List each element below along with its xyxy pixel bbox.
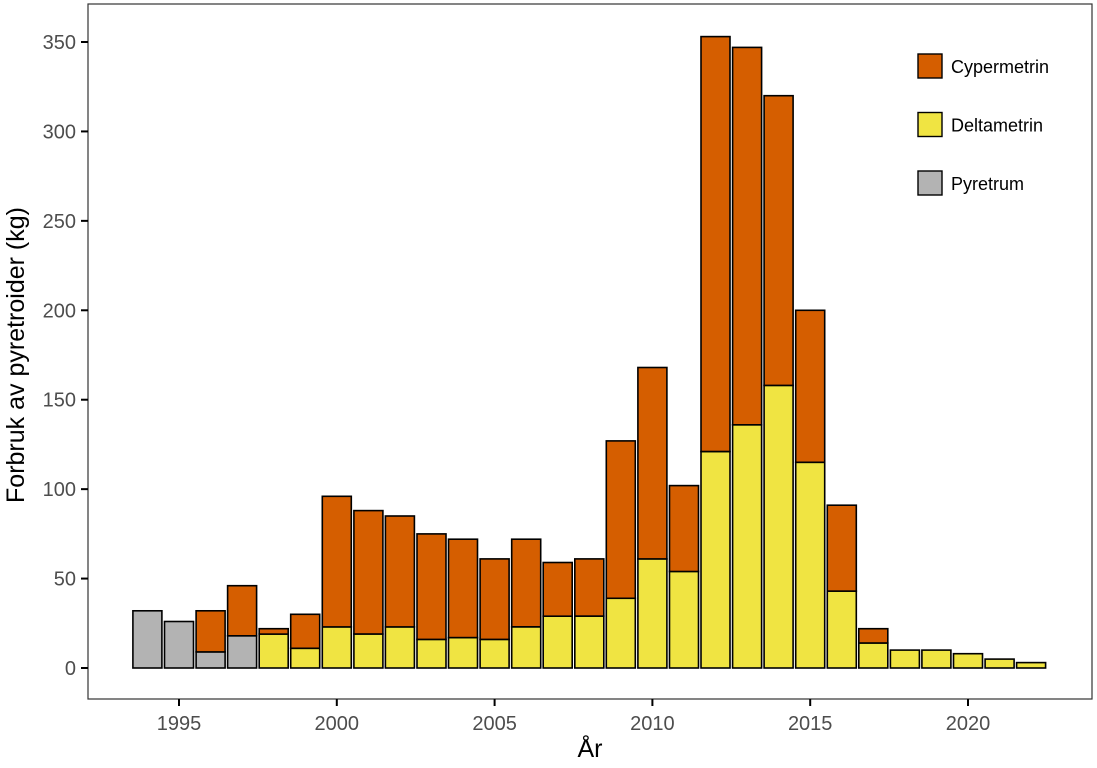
y-tick-label: 150 <box>43 390 76 412</box>
bar-segment-cypermetrin-2011 <box>668 484 700 573</box>
bar-segment-cypermetrin-2008 <box>573 558 605 617</box>
y-tick-label: 250 <box>43 211 76 233</box>
bar-segment-cypermetrin-2010 <box>637 366 668 560</box>
y-tick-label: 300 <box>43 121 76 143</box>
bar-segment-deltametrin-2012 <box>700 450 731 669</box>
bar-segment-deltametrin-2018 <box>889 649 921 669</box>
bar-segment-cypermetrin-2014 <box>763 94 794 387</box>
bar-segment-deltametrin-2002 <box>384 626 416 669</box>
bar-segment-deltametrin-2009 <box>605 597 637 669</box>
bar-segment-deltametrin-2007 <box>542 615 574 669</box>
bar-segment-pyretrum-1996 <box>195 651 226 669</box>
y-tick-label: 100 <box>43 479 76 501</box>
bar-segment-cypermetrin-1998 <box>258 627 290 635</box>
bar-segment-deltametrin-2001 <box>353 633 384 669</box>
bar-segment-deltametrin-1999 <box>289 647 321 669</box>
bar-segment-deltametrin-2000 <box>321 626 353 669</box>
bar-segment-cypermetrin-2001 <box>353 509 384 635</box>
bar-segment-cypermetrin-2003 <box>416 533 447 641</box>
bar-segment-cypermetrin-2000 <box>321 495 353 628</box>
bar-segment-deltametrin-2011 <box>668 570 700 669</box>
bar-segment-deltametrin-2017 <box>857 642 889 669</box>
bar-segment-deltametrin-2022 <box>1015 661 1047 669</box>
bar-segment-cypermetrin-2004 <box>447 538 479 639</box>
bar-segment-cypermetrin-2006 <box>510 538 542 628</box>
bar-segment-deltametrin-2021 <box>984 658 1015 669</box>
legend-swatch-deltametrin <box>917 111 943 138</box>
bar-segment-cypermetrin-2002 <box>384 515 416 628</box>
x-tick-label: 2010 <box>630 713 675 735</box>
bar-segment-cypermetrin-2005 <box>479 558 510 641</box>
bar-segment-deltametrin-2015 <box>794 461 826 669</box>
x-tick-label: 2015 <box>788 713 833 735</box>
x-axis: 1995 2000 2005 2010 2015 2020 <box>157 699 991 735</box>
bar-segment-cypermetrin-2007 <box>542 561 574 618</box>
y-tick-label: 350 <box>43 32 76 54</box>
bar-segment-cypermetrin-2012 <box>700 35 731 453</box>
bar-segment-pyretrum-1995 <box>163 620 195 669</box>
bar-segment-deltametrin-2008 <box>573 615 605 669</box>
x-tick-label: 1995 <box>157 713 202 735</box>
bar-segment-deltametrin-2003 <box>416 638 447 669</box>
bar-segment-deltametrin-2014 <box>763 384 794 669</box>
x-tick-label: 2000 <box>315 713 360 735</box>
bar-segment-deltametrin-2013 <box>731 423 763 669</box>
x-tick-label: 2020 <box>946 713 991 735</box>
bar-segment-cypermetrin-1996 <box>195 609 226 653</box>
bar-segment-pyretrum-1997 <box>226 634 258 669</box>
bar-segment-deltametrin-2019 <box>921 649 952 669</box>
bar-segment-deltametrin-2016 <box>826 590 858 669</box>
legend-swatch-pyretrum <box>917 170 943 196</box>
y-axis: 0 50 100 150 200 250 300 350 <box>43 32 88 680</box>
bar-segment-deltametrin-2004 <box>447 636 479 669</box>
bar-segment-pyretrum-1994 <box>132 609 163 669</box>
bar-segment-deltametrin-1998 <box>258 633 290 669</box>
y-axis-title: Forbruk av pyretroider (kg) <box>2 207 30 503</box>
x-tick-label: 2005 <box>472 713 517 735</box>
bar-segment-cypermetrin-2013 <box>731 46 763 426</box>
y-tick-label: 0 <box>65 658 76 680</box>
legend-label-pyretrum: Pyretrum <box>951 174 1024 194</box>
bar-segment-deltametrin-2005 <box>479 638 510 669</box>
y-tick-label: 200 <box>43 300 76 322</box>
bar-segment-cypermetrin-2009 <box>605 440 637 600</box>
x-axis-title: År <box>578 733 603 763</box>
legend: Cypermetrin Deltametrin Pyretrum <box>917 53 1049 196</box>
legend-label-cypermetrin: Cypermetrin <box>951 57 1049 77</box>
bars-layer <box>132 35 1047 669</box>
y-tick-label: 50 <box>54 569 76 591</box>
bar-segment-deltametrin-2020 <box>952 652 984 669</box>
bar-segment-deltametrin-2006 <box>510 626 542 669</box>
bar-segment-deltametrin-2010 <box>637 558 668 669</box>
bar-segment-cypermetrin-1997 <box>226 584 258 637</box>
plot-panel-border <box>87 3 1093 700</box>
bar-segment-cypermetrin-2016 <box>826 504 858 592</box>
bar-segment-cypermetrin-2015 <box>794 309 826 464</box>
bar-segment-cypermetrin-2017 <box>857 627 889 644</box>
legend-label-deltametrin: Deltametrin <box>951 116 1043 136</box>
bar-segment-cypermetrin-1999 <box>289 613 321 650</box>
legend-swatch-cypermetrin <box>917 53 943 79</box>
